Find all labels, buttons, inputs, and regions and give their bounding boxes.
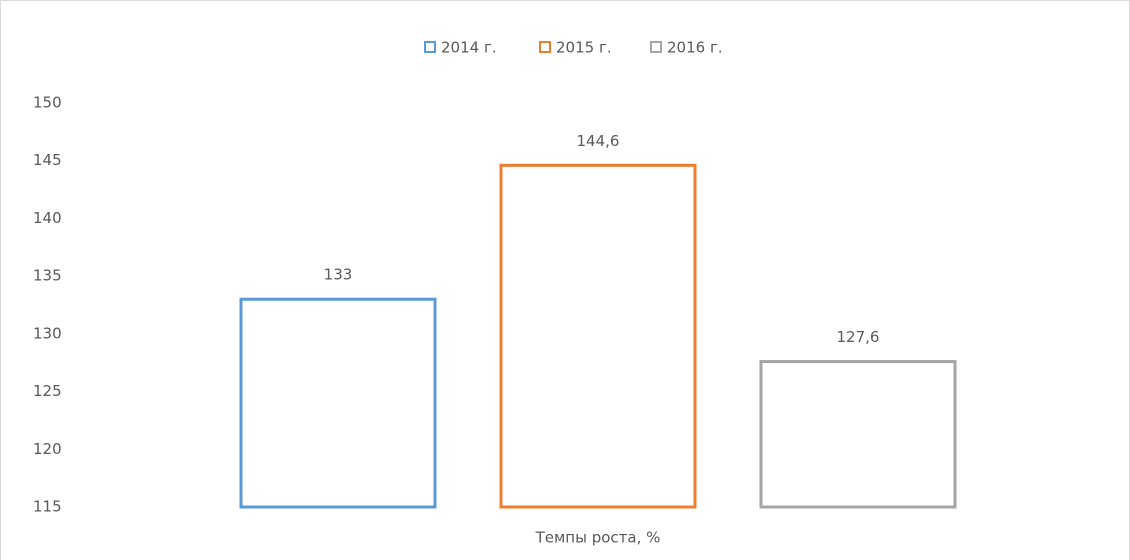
bar (499, 163, 697, 509)
legend-swatch (650, 41, 662, 53)
y-tick-label: 140 (33, 209, 62, 227)
data-label: 133 (324, 266, 353, 284)
y-tick-label: 115 (33, 498, 62, 516)
y-tick-label: 125 (33, 382, 62, 400)
legend-swatch (539, 41, 551, 53)
data-label: 144,6 (577, 132, 620, 150)
y-tick-label: 145 (33, 151, 62, 169)
legend-label: 2015 г. (556, 39, 612, 57)
y-tick-label: 130 (33, 324, 62, 342)
y-tick-label: 150 (33, 94, 62, 112)
legend-label: 2016 г. (667, 39, 723, 57)
y-tick-label: 135 (33, 267, 62, 285)
bar (759, 360, 957, 509)
legend-swatch (424, 41, 436, 53)
legend-label: 2014 г. (441, 39, 497, 57)
bar (239, 297, 437, 509)
data-label: 127,6 (837, 328, 880, 346)
x-tick-label: Темпы роста, % (535, 529, 661, 547)
y-tick-label: 120 (33, 440, 62, 458)
